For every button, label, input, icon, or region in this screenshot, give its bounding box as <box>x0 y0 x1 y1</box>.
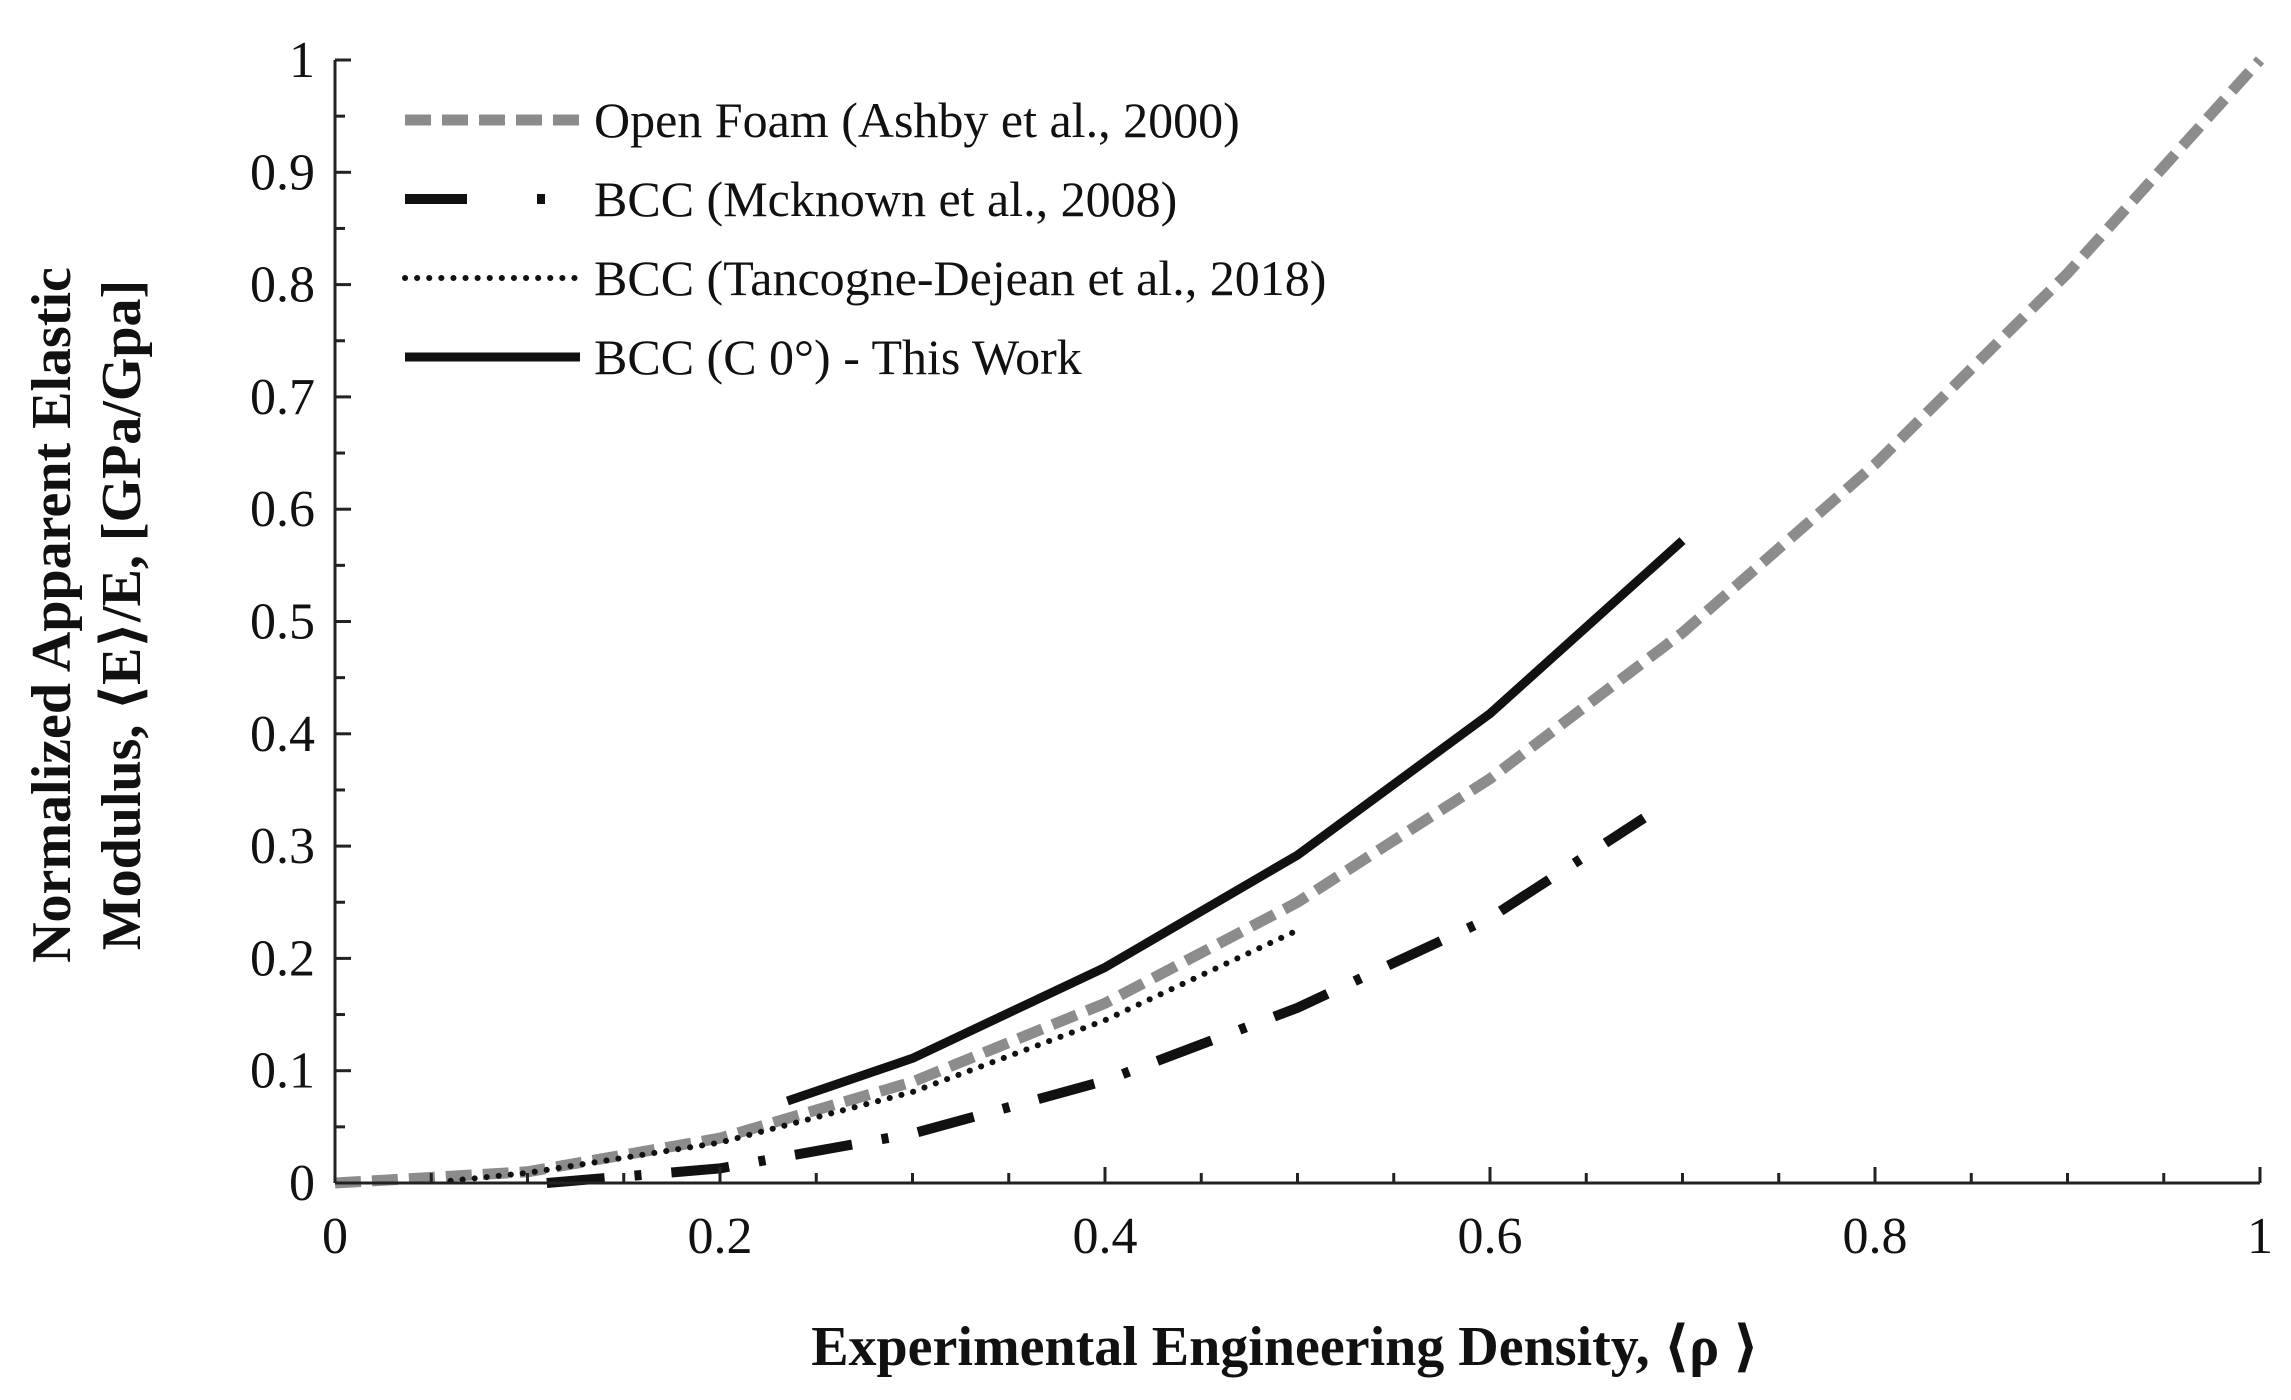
axes <box>333 58 2262 1185</box>
y-tick-label: 0 <box>289 1155 315 1212</box>
y-tick-label: 0.4 <box>250 706 315 763</box>
y-tick-label: 0.6 <box>250 481 315 538</box>
x-tick-label: 1 <box>2247 1208 2273 1265</box>
legend-label-1: BCC (Mcknown et al., 2008) <box>594 171 1177 227</box>
y-tick-label: 0.5 <box>250 594 315 651</box>
series-line-3 <box>785 537 1686 1106</box>
series-line-1 <box>546 813 1647 1188</box>
y-tick-label: 0.7 <box>250 369 315 426</box>
x-tick-label: 0 <box>322 1208 348 1265</box>
y-tick-label: 0.2 <box>250 930 315 987</box>
legend: Open Foam (Ashby et al., 2000) BCC (Mckno… <box>402 92 1326 385</box>
y-tick-label: 0.9 <box>250 144 315 201</box>
legend-label-0: Open Foam (Ashby et al., 2000) <box>594 92 1240 148</box>
x-tick-label: 0.4 <box>1073 1208 1138 1265</box>
x-axis-label: Experimental Engineering Density, ⟨ρ ⟩ <box>811 1316 1759 1378</box>
y-axis-label-group: Normalized Apparent Elastic Modulus, ⟨E⟩… <box>21 267 153 963</box>
y-tick-label: 1 <box>289 32 315 89</box>
plot-area <box>334 56 2265 1189</box>
y-tick-label: 0.3 <box>250 818 315 875</box>
series-line-2 <box>447 927 1301 1184</box>
y-axis-label-line1: Normalized Apparent Elastic <box>21 267 83 963</box>
y-axis-label-line2: Modulus, ⟨E⟩/E, [GPa/Gpa] <box>91 280 153 950</box>
y-tick-label: 0.8 <box>250 257 315 314</box>
tick-labels: 0 0.2 0.4 0.6 0.8 1 0 0.1 0.2 0.3 0.4 0.5 0.6 0.7 0.8 0… <box>250 32 2273 1265</box>
x-tick-label: 0.8 <box>1843 1208 1908 1265</box>
legend-label-3: BCC (C 0°) - This Work <box>594 329 1082 385</box>
x-tick-label: 0.2 <box>688 1208 753 1265</box>
y-tick-label: 0.1 <box>250 1043 315 1100</box>
legend-label-2: BCC (Tancogne-Dejean et al., 2018) <box>594 250 1326 306</box>
x-tick-label: 0.6 <box>1458 1208 1523 1265</box>
series-line-0 <box>334 56 2265 1189</box>
